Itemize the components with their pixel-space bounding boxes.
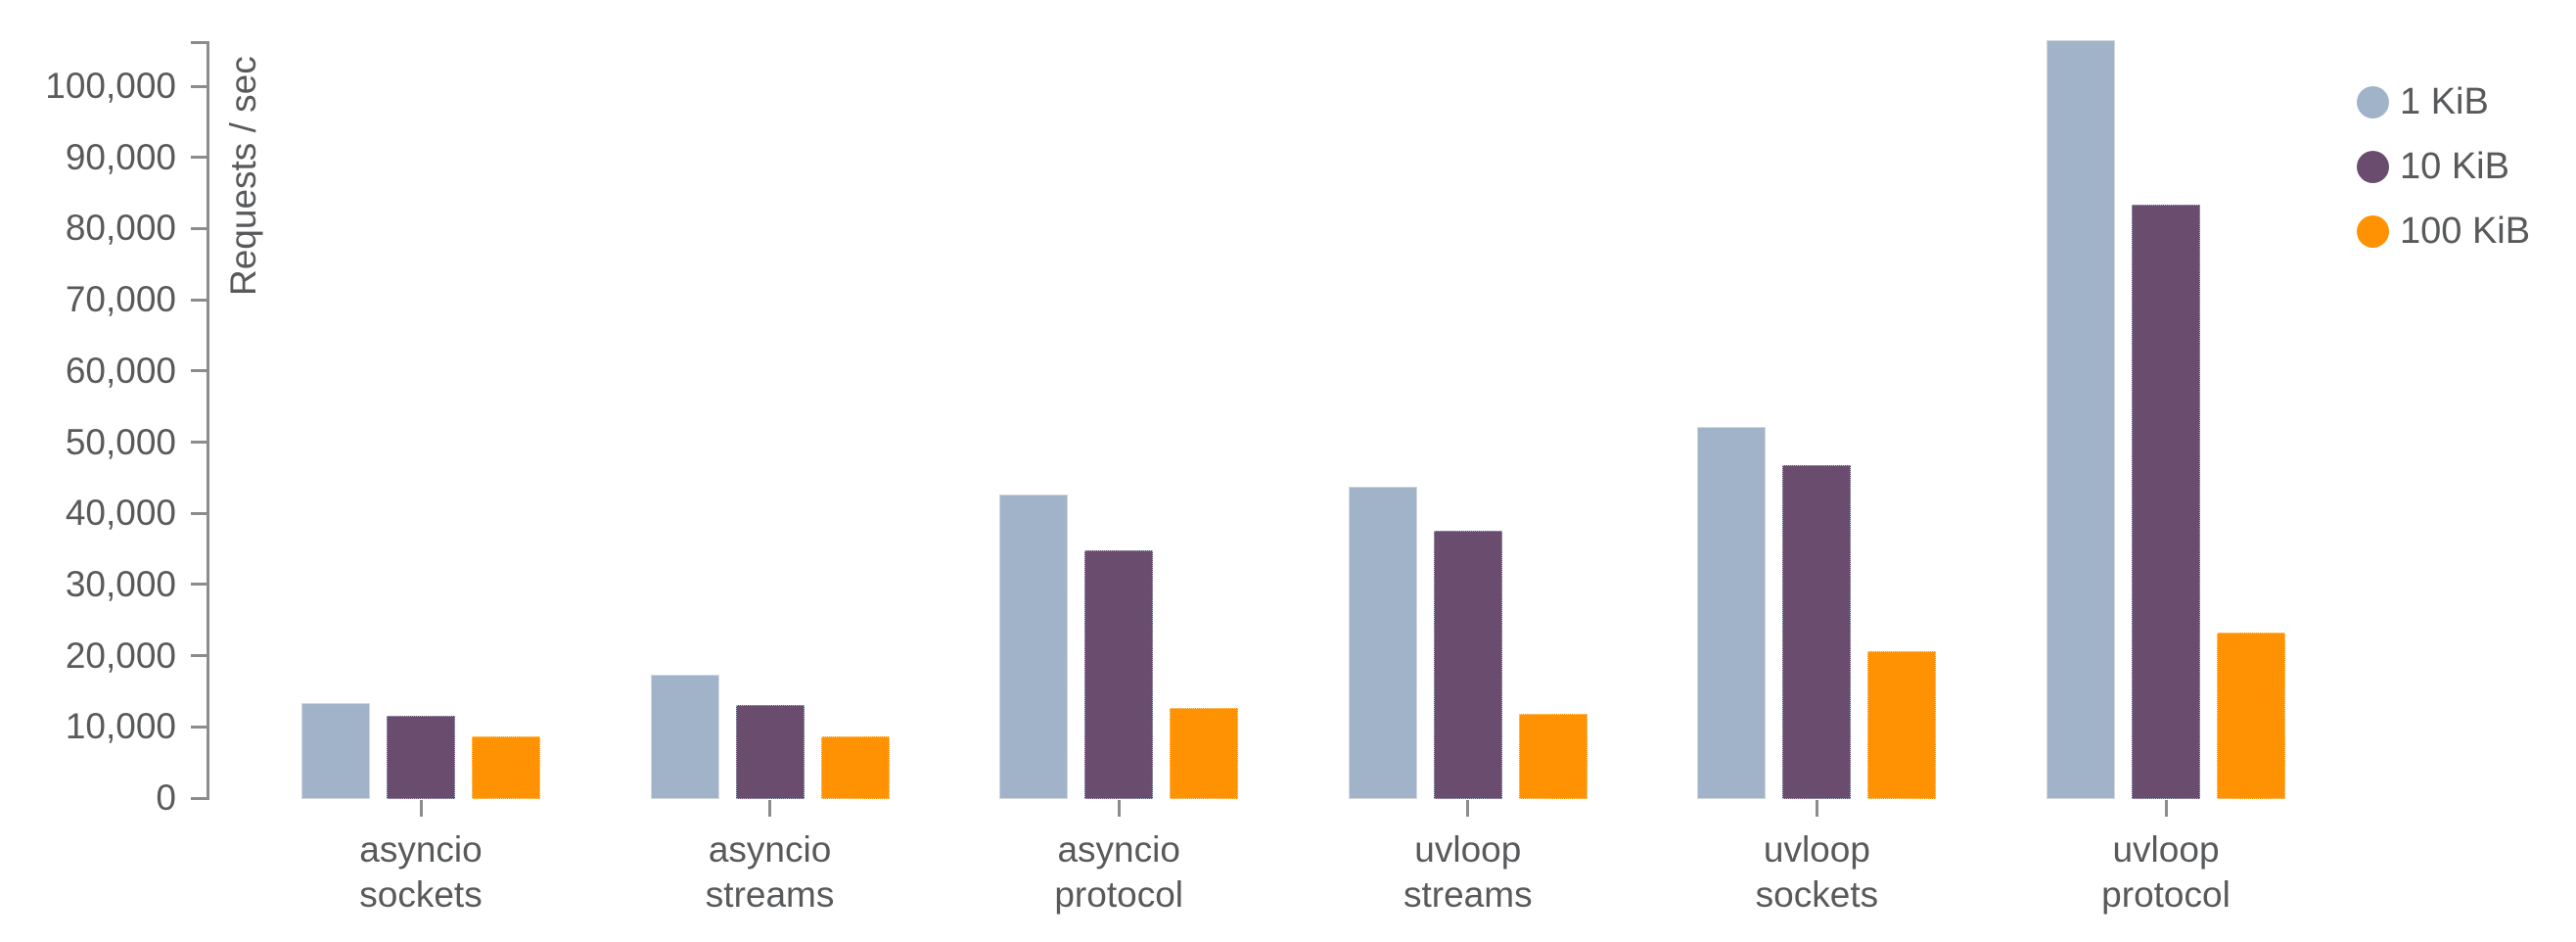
bar-asyncio-streams-10kib (736, 704, 805, 799)
y-tick (191, 369, 207, 373)
y-tick-label: 100,000 (45, 66, 176, 106)
y-tick-label: 20,000 (65, 635, 176, 676)
y-tick-label: 30,000 (65, 563, 176, 604)
y-axis-cap-tick (191, 41, 207, 44)
bar-uvloop-protocol-10kib (2132, 205, 2200, 799)
y-tick-label: 80,000 (65, 208, 176, 249)
x-tick-label-asyncio-streams: asyncio streams (594, 827, 946, 918)
y-tick-label: 60,000 (65, 350, 176, 391)
x-tick-label-line1: asyncio (1057, 829, 1180, 870)
y-tick (191, 796, 207, 800)
x-tick-label-line1: uvloop (2112, 829, 2220, 870)
x-tick (1117, 800, 1121, 817)
y-tick (191, 298, 207, 302)
bar-uvloop-protocol-100kib (2217, 632, 2285, 799)
bar-uvloop-streams-100kib (1519, 714, 1587, 799)
x-tick-label-line2: sockets (1755, 874, 1879, 915)
x-tick-label-line1: asyncio (708, 829, 832, 870)
x-tick-label-uvloop-sockets: uvloop sockets (1640, 827, 1993, 918)
y-tick (191, 156, 207, 160)
y-tick (191, 511, 207, 515)
y-tick (191, 84, 207, 88)
bar-uvloop-sockets-10kib (1782, 464, 1851, 799)
legend-swatch-10kib (2357, 151, 2389, 183)
x-tick (1466, 800, 1470, 817)
y-tick-label: 10,000 (65, 706, 176, 747)
y-tick (191, 725, 207, 729)
x-tick (768, 800, 772, 817)
bar-asyncio-streams-100kib (821, 736, 890, 799)
x-tick-label-line1: uvloop (1763, 829, 1870, 870)
x-tick-label-uvloop-protocol: uvloop protocol (1990, 827, 2342, 918)
x-tick (1815, 800, 1818, 817)
bar-uvloop-streams-10kib (1434, 531, 1502, 799)
legend-item-1kib: 1 KiB (2357, 81, 2530, 122)
legend: 1 KiB 10 KiB 100 KiB (2357, 81, 2530, 280)
x-tick (419, 800, 423, 817)
bar-asyncio-streams-1kib (651, 674, 719, 799)
y-tick-label: 90,000 (65, 136, 176, 177)
x-tick-label-asyncio-protocol: asyncio protocol (943, 827, 1295, 918)
x-tick-label-asyncio-sockets: asyncio sockets (245, 827, 597, 918)
legend-label-10kib: 10 KiB (2400, 146, 2509, 187)
x-tick-label-line1: asyncio (359, 829, 483, 870)
x-tick-label-line2: sockets (359, 874, 483, 915)
x-tick-label-line2: protocol (1054, 874, 1183, 915)
x-tick-label-uvloop-streams: uvloop streams (1292, 827, 1644, 918)
legend-label-1kib: 1 KiB (2400, 81, 2489, 122)
y-tick-label: 0 (156, 777, 176, 818)
y-axis-line (207, 41, 209, 800)
y-tick-label: 50,000 (65, 421, 176, 462)
legend-swatch-1kib (2357, 86, 2389, 118)
x-tick-label-line1: uvloop (1414, 829, 1522, 870)
bar-asyncio-sockets-100kib (472, 736, 540, 799)
bar-uvloop-sockets-100kib (1867, 651, 1936, 799)
y-tick (191, 583, 207, 587)
y-tick-label: 40,000 (65, 493, 176, 534)
x-tick-label-line2: protocol (2101, 874, 2231, 915)
y-tick (191, 226, 207, 230)
x-tick-label-line2: streams (1403, 874, 1533, 915)
bar-uvloop-protocol-1kib (2047, 39, 2115, 799)
legend-item-100kib: 100 KiB (2357, 211, 2530, 252)
x-tick-label-line2: streams (705, 874, 835, 915)
legend-swatch-100kib (2357, 215, 2389, 248)
y-tick (191, 654, 207, 658)
x-tick (2164, 800, 2168, 817)
bar-asyncio-sockets-10kib (387, 716, 455, 799)
y-tick (191, 441, 207, 444)
bar-uvloop-streams-1kib (1349, 486, 1417, 799)
legend-item-10kib: 10 KiB (2357, 146, 2530, 187)
bar-asyncio-protocol-10kib (1084, 550, 1153, 799)
bar-asyncio-sockets-1kib (301, 702, 370, 799)
legend-label-100kib: 100 KiB (2400, 211, 2531, 252)
y-tick-label: 70,000 (65, 279, 176, 320)
bar-asyncio-protocol-1kib (999, 494, 1068, 799)
bar-asyncio-protocol-100kib (1170, 708, 1238, 799)
bar-uvloop-sockets-1kib (1697, 426, 1766, 799)
